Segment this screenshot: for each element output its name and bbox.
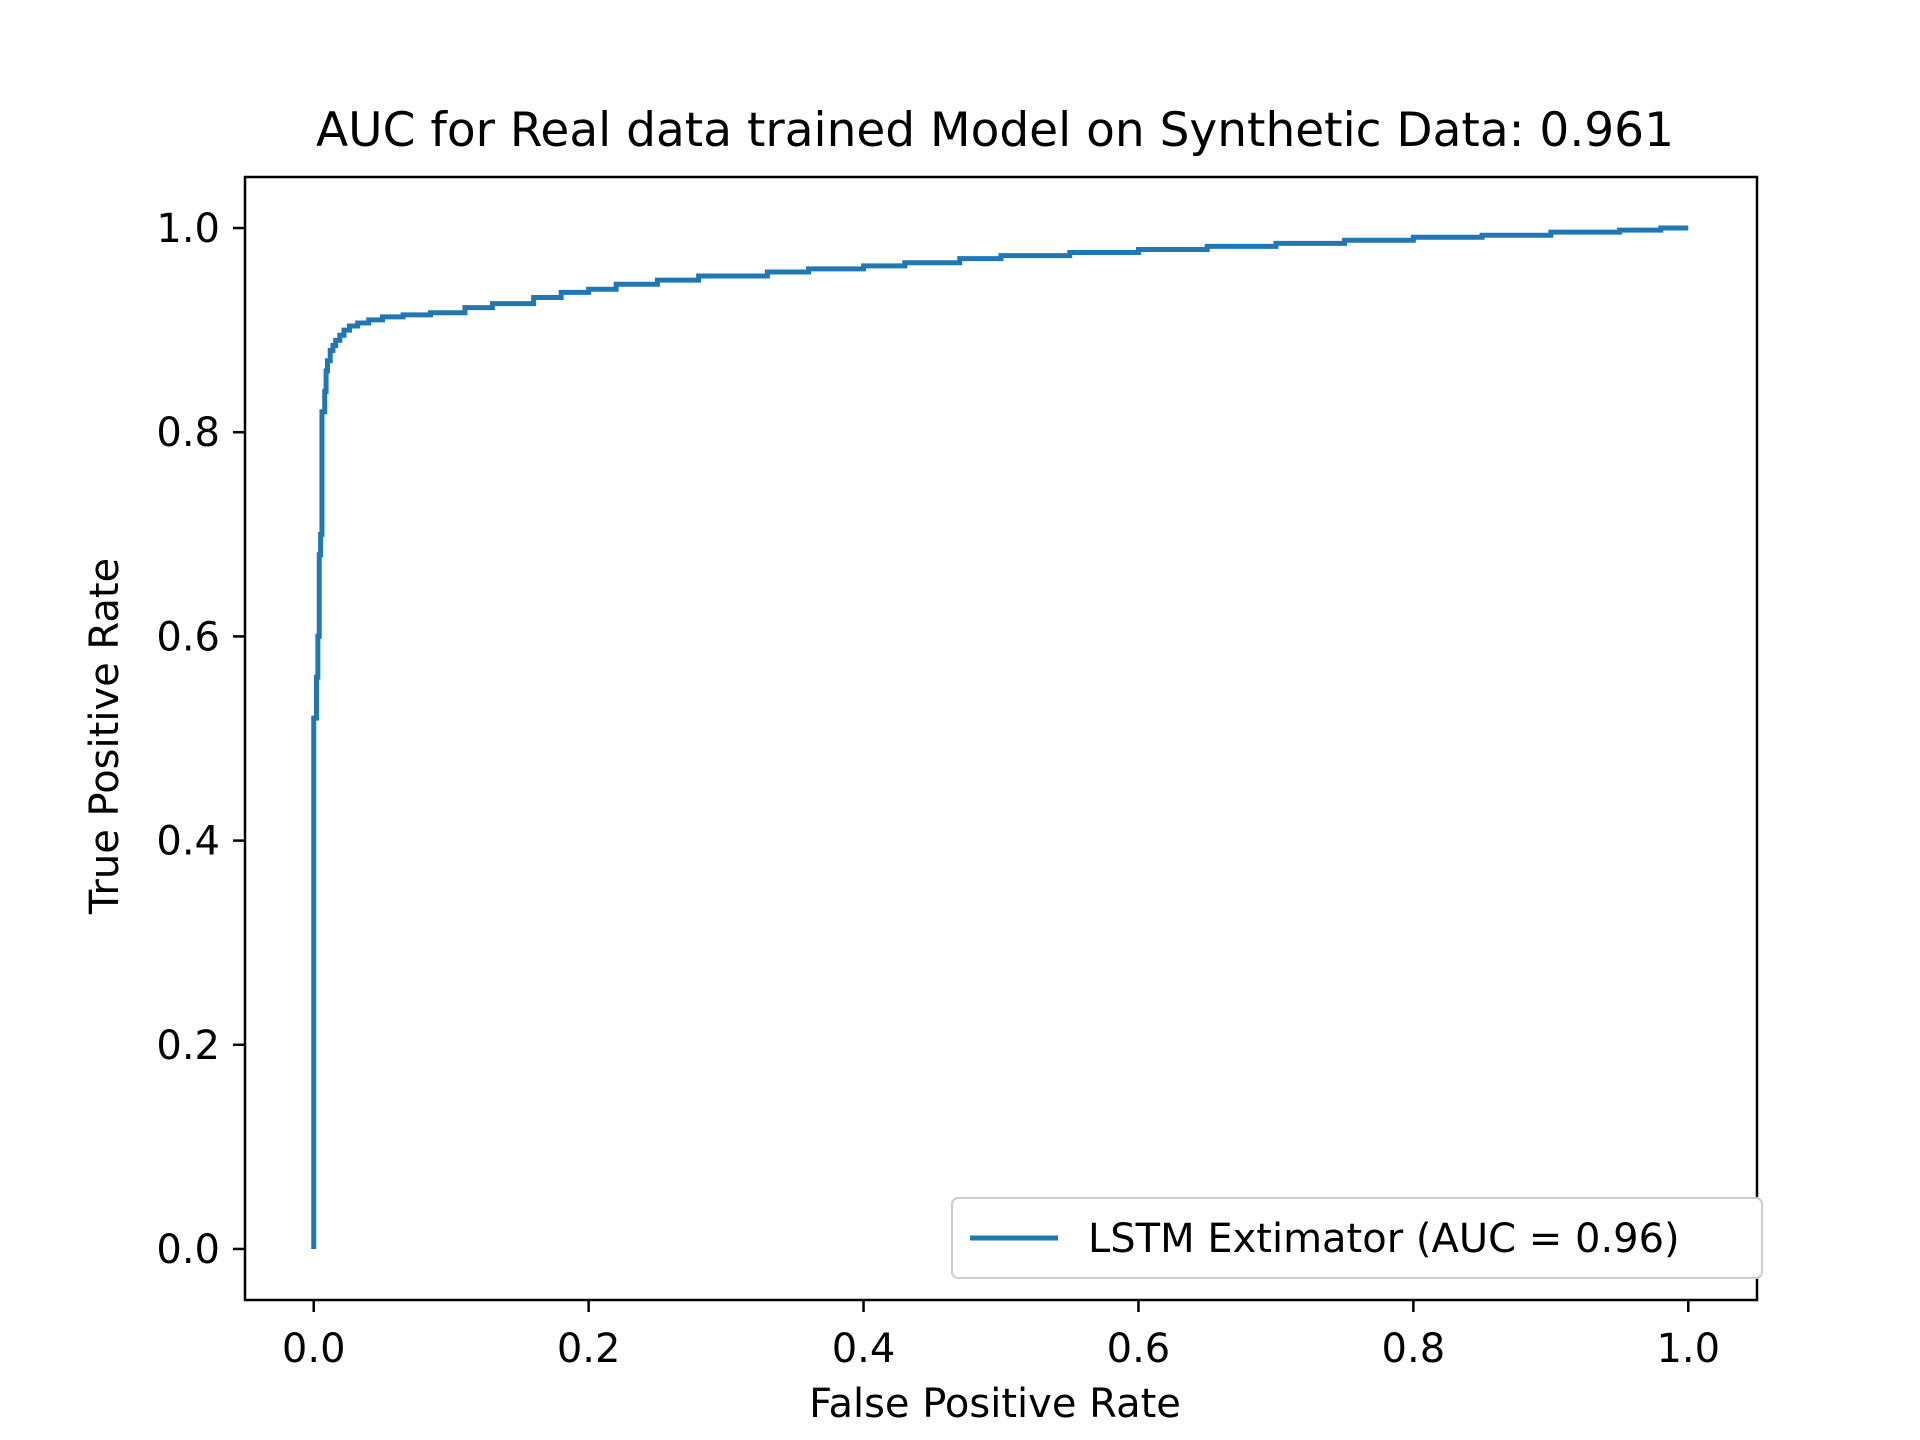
y-tick-label: 0.0 (156, 1227, 220, 1273)
x-tick-label: 0.2 (557, 1326, 621, 1372)
x-tick-label: 0.6 (1107, 1326, 1171, 1372)
chart-title: AUC for Real data trained Model on Synth… (316, 103, 1674, 158)
x-tick-label: 1.0 (1656, 1326, 1720, 1372)
legend-frame (951, 1197, 1763, 1279)
plot-area: 0.0 0.2 0.4 0.6 0.8 1.0 0.0 0.2 0.4 0.6 0.8 1.0 (156, 175, 1759, 1372)
legend: LSTM Extimator (AUC = 0.96) (951, 1197, 1763, 1279)
y-tick-label: 0.2 (156, 1023, 220, 1069)
y-tick-label: 0.6 (156, 614, 220, 660)
y-tick-label: 1.0 (156, 206, 220, 252)
x-tick-label: 0.0 (282, 1326, 346, 1372)
y-tick-label: 0.8 (156, 410, 220, 456)
legend-series-label: LSTM Extimator (AUC = 0.96) (1088, 1216, 1680, 1262)
y-tick-label: 0.4 (156, 819, 220, 865)
x-tick-label: 0.8 (1382, 1326, 1446, 1372)
roc-curve-line (311, 225, 1689, 1249)
axes-frame (243, 175, 1759, 1302)
x-tick-label: 0.4 (832, 1326, 896, 1372)
y-axis-label: True Positive Rate (82, 558, 128, 915)
x-axis-label: False Positive Rate (809, 1381, 1181, 1427)
